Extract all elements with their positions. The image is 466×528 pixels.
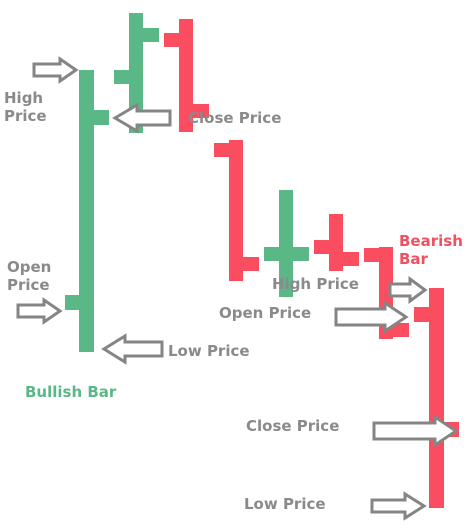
label-low-price-left: Low Price xyxy=(168,342,250,360)
open-tick xyxy=(114,70,131,84)
label-close-price-right: Close Price xyxy=(246,417,339,435)
close-tick xyxy=(291,247,309,261)
open-tick xyxy=(364,248,381,262)
bearish-bar xyxy=(314,214,359,271)
bullish-bar xyxy=(264,190,309,297)
arrow-icon xyxy=(334,300,409,334)
label-high-price-left: Price xyxy=(4,107,47,125)
bar-range xyxy=(429,288,444,508)
close-tick xyxy=(191,104,209,118)
bar-range xyxy=(179,19,193,132)
close-tick xyxy=(241,257,259,271)
arrows xyxy=(16,56,459,521)
bullish-bar xyxy=(114,13,159,133)
label-open-price-right: Open Price xyxy=(219,304,311,322)
label-close-price-top: Close Price xyxy=(188,109,281,127)
label-open-price-left: Price xyxy=(7,276,50,294)
open-tick xyxy=(214,143,231,157)
open-tick xyxy=(264,247,281,261)
close-tick xyxy=(341,252,359,266)
label-open-price-left: Open xyxy=(7,258,51,276)
close-tick xyxy=(92,110,109,125)
labels: High Price Close Price Open Price Low Pr… xyxy=(4,89,463,513)
label-bearish-bar: Bar xyxy=(399,250,429,268)
arrow-icon xyxy=(370,491,427,521)
close-tick xyxy=(141,28,159,42)
bar-range xyxy=(79,70,94,352)
bar-range xyxy=(279,190,293,297)
bearish-bar xyxy=(214,140,259,281)
label-high-price-right: High Price xyxy=(272,275,359,293)
bearish-bar-featured xyxy=(414,288,459,508)
label-bearish-bar: Bearish xyxy=(399,232,463,250)
bar-range xyxy=(329,214,343,271)
open-tick xyxy=(164,33,181,47)
bar-range xyxy=(229,140,243,281)
arrow-icon xyxy=(372,414,459,448)
bar-range xyxy=(129,13,143,133)
label-high-price-left: High xyxy=(4,89,43,107)
bullish-bar-featured xyxy=(65,70,109,352)
arrow-icon xyxy=(16,297,63,325)
open-tick xyxy=(414,307,431,322)
open-tick xyxy=(65,295,81,310)
arrow-icon xyxy=(112,102,172,134)
label-bullish-bar: Bullish Bar xyxy=(25,383,117,401)
close-tick xyxy=(391,323,409,337)
arrow-icon xyxy=(388,276,428,304)
bearish-bar xyxy=(164,19,209,132)
arrow-icon xyxy=(32,56,79,84)
label-low-price-right: Low Price xyxy=(244,495,326,513)
arrow-icon xyxy=(101,333,164,365)
open-tick xyxy=(314,240,331,254)
